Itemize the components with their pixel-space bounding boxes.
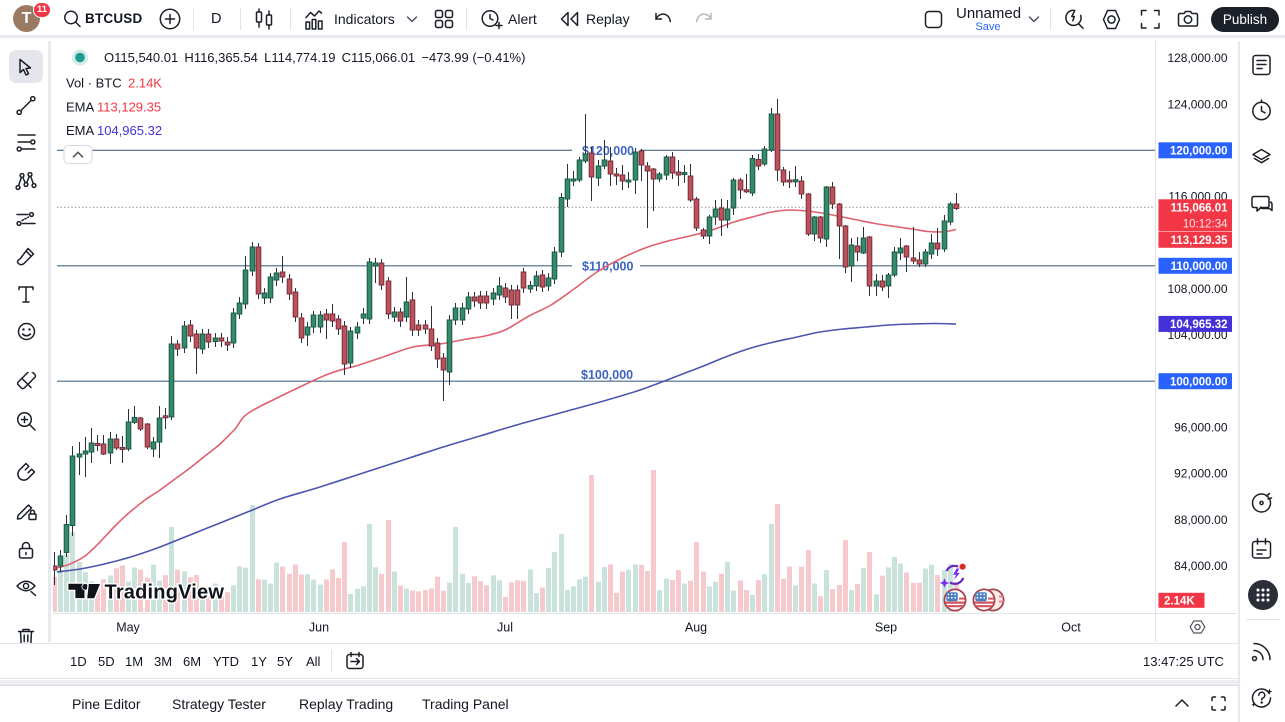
svg-text:108,000.00: 108,000.00 bbox=[1167, 282, 1227, 296]
svg-text:128,000.00: 128,000.00 bbox=[1167, 51, 1227, 65]
svg-text:EMA: EMA bbox=[66, 100, 95, 115]
svg-text:2.14K: 2.14K bbox=[1164, 595, 1195, 607]
svg-text:Jun: Jun bbox=[309, 620, 329, 634]
svg-text:104,965.32: 104,965.32 bbox=[97, 123, 162, 138]
svg-text:TradingView: TradingView bbox=[105, 581, 225, 603]
svg-text:Jul: Jul bbox=[497, 620, 513, 634]
svg-text:104,965.32: 104,965.32 bbox=[1170, 319, 1228, 331]
svg-text:88,000.00: 88,000.00 bbox=[1174, 513, 1228, 527]
svg-text:Aug: Aug bbox=[685, 620, 707, 634]
svg-text:2.14K: 2.14K bbox=[128, 76, 162, 91]
svg-text:110,000.00: 110,000.00 bbox=[1171, 261, 1228, 273]
svg-text:Vol · BTC: Vol · BTC bbox=[66, 76, 122, 91]
svg-text:May: May bbox=[116, 620, 140, 634]
svg-text:113,129.35: 113,129.35 bbox=[97, 100, 161, 115]
svg-text:113,129.35: 113,129.35 bbox=[1171, 235, 1229, 247]
svg-text:$120,000: $120,000 bbox=[582, 144, 634, 158]
svg-text:10:12:34: 10:12:34 bbox=[1183, 219, 1228, 231]
svg-text:92,000.00: 92,000.00 bbox=[1174, 467, 1228, 481]
svg-text:$100,000: $100,000 bbox=[581, 368, 633, 382]
svg-text:EMA: EMA bbox=[66, 123, 95, 138]
svg-text:Sep: Sep bbox=[875, 620, 897, 634]
svg-text:115,066.01: 115,066.01 bbox=[1171, 203, 1229, 215]
svg-text:120,000.00: 120,000.00 bbox=[1170, 146, 1228, 158]
svg-text:Oct: Oct bbox=[1061, 620, 1081, 634]
svg-text:96,000.00: 96,000.00 bbox=[1174, 421, 1228, 435]
svg-text:O115,540.01 H116,365.54 L114: O115,540.01 H116,365.54 L114,774.19 C115… bbox=[104, 50, 525, 65]
svg-text:100,000.00: 100,000.00 bbox=[1170, 376, 1228, 388]
svg-text:124,000.00: 124,000.00 bbox=[1167, 97, 1227, 111]
svg-text:84,000.00: 84,000.00 bbox=[1174, 559, 1228, 573]
